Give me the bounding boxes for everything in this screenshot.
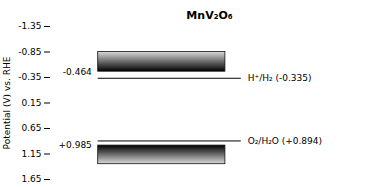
svg-text:-0.85: -0.85 bbox=[18, 47, 41, 57]
svg-text:O₂/H₂O (+0.894): O₂/H₂O (+0.894) bbox=[248, 136, 322, 146]
svg-text:1.15: 1.15 bbox=[21, 149, 41, 159]
svg-text:0.15: 0.15 bbox=[21, 98, 41, 108]
svg-text:MnV₂O₆: MnV₂O₆ bbox=[186, 9, 232, 22]
svg-text:1.65: 1.65 bbox=[21, 174, 41, 184]
svg-text:Potential (V) vs. RHE: Potential (V) vs. RHE bbox=[2, 56, 12, 149]
svg-text:0.65: 0.65 bbox=[21, 123, 41, 133]
svg-text:+0.985: +0.985 bbox=[59, 140, 92, 150]
svg-text:-0.35: -0.35 bbox=[18, 72, 41, 82]
svg-text:H⁺/H₂ (-0.335): H⁺/H₂ (-0.335) bbox=[248, 73, 312, 83]
svg-text:-0.464: -0.464 bbox=[63, 67, 92, 77]
svg-text:-1.35: -1.35 bbox=[18, 21, 41, 31]
